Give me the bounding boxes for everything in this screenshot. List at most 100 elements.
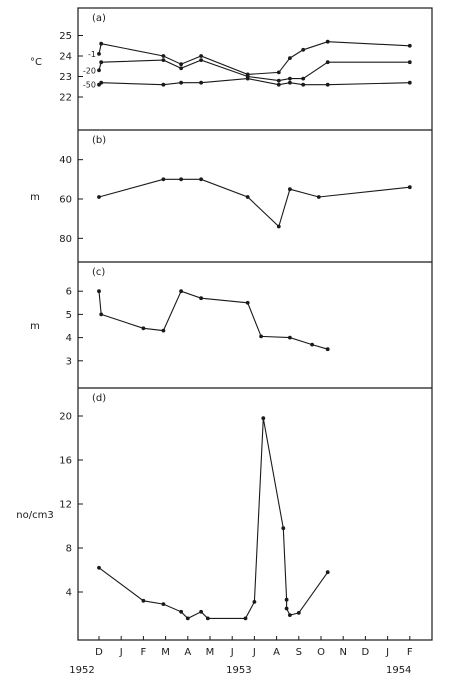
- data-point: [179, 609, 184, 614]
- data-point: [99, 60, 104, 65]
- data-point: [284, 597, 289, 602]
- panel-frames: [77, 7, 433, 641]
- data-point: [179, 80, 184, 85]
- data-point: [199, 296, 204, 301]
- x-tick-label: A: [273, 647, 280, 658]
- data-point: [199, 609, 204, 614]
- data-point: [288, 80, 292, 85]
- y-axis-label: °C: [30, 57, 42, 68]
- x-tick-label: O: [317, 647, 325, 658]
- x-tick-label: J: [385, 647, 389, 658]
- outer-frame: [77, 7, 433, 641]
- data-point: [97, 68, 101, 73]
- data-point: [325, 82, 330, 87]
- data-point: [199, 80, 204, 85]
- series-label: -20: [83, 66, 96, 75]
- y-tick-label: 20: [59, 412, 72, 423]
- y-tick-label: 4: [66, 588, 72, 599]
- x-year-label: 1953: [226, 665, 251, 676]
- y-tick-label: 22: [59, 93, 72, 104]
- data-point: [199, 177, 204, 182]
- y-axis-label: no/cm3: [16, 510, 53, 521]
- panel-label: (a): [92, 13, 106, 24]
- data-point: [261, 416, 266, 421]
- y-tick-label: 3: [66, 356, 72, 367]
- x-tick-label: J: [119, 647, 123, 658]
- data-point: [325, 347, 330, 352]
- series-line: [98, 290, 328, 350]
- y-tick-label: 6: [66, 287, 72, 298]
- data-point: [179, 66, 184, 71]
- data-point: [288, 613, 292, 617]
- x-tick-label: D: [362, 647, 370, 658]
- series-label: -1: [88, 50, 96, 59]
- data-point: [179, 177, 184, 182]
- series-line: [98, 41, 410, 75]
- series-line: [98, 418, 329, 620]
- data-point: [325, 60, 330, 65]
- data-point: [179, 62, 184, 67]
- data-point: [161, 177, 166, 182]
- data-point: [97, 565, 101, 570]
- data-point: [301, 82, 306, 87]
- data-point: [407, 80, 412, 85]
- data-point: [243, 616, 248, 621]
- data-point: [407, 185, 412, 190]
- data-point: [97, 52, 101, 56]
- data-point: [288, 187, 292, 192]
- data-point: [276, 78, 281, 83]
- x-tick-label: F: [407, 647, 413, 658]
- y-axis-label: m: [30, 321, 40, 332]
- x-tick-label: J: [252, 647, 256, 658]
- y-tick-label: 60: [59, 195, 72, 206]
- panel-label: (c): [92, 267, 105, 278]
- data-point: [199, 58, 204, 62]
- y-tick-label: 80: [59, 234, 72, 245]
- x-tick-label: M: [161, 647, 170, 658]
- data-point: [276, 82, 281, 87]
- data-point: [161, 58, 166, 62]
- data-point: [161, 54, 166, 58]
- panel-label: (d): [92, 393, 106, 404]
- data-point: [245, 195, 250, 199]
- y-tick-label: 25: [59, 31, 72, 42]
- series-line: [98, 78, 410, 86]
- series-layer: [97, 39, 412, 621]
- data-point: [296, 611, 301, 615]
- x-tick-label: A: [184, 647, 191, 658]
- data-point: [99, 80, 104, 85]
- y-tick-label: 5: [66, 310, 72, 321]
- x-tick-label: F: [141, 647, 147, 658]
- x-tick-label: M: [206, 647, 215, 658]
- data-point: [316, 195, 321, 199]
- data-point: [325, 39, 330, 44]
- data-point: [407, 43, 412, 48]
- data-point: [141, 598, 146, 603]
- data-point: [97, 195, 101, 199]
- data-point: [281, 526, 286, 531]
- data-point: [185, 616, 190, 621]
- data-point: [276, 224, 281, 229]
- data-point: [284, 606, 289, 611]
- data-point: [179, 289, 184, 294]
- data-point: [161, 602, 166, 606]
- data-point: [199, 54, 204, 58]
- data-point: [99, 41, 104, 46]
- data-point: [252, 600, 257, 604]
- data-point: [161, 328, 166, 333]
- data-point: [141, 326, 146, 331]
- x-year-label: 1954: [386, 665, 411, 676]
- y-tick-label: 16: [59, 456, 72, 467]
- data-point: [97, 289, 101, 294]
- panel-label: (b): [92, 135, 106, 146]
- y-tick-label: 4: [66, 333, 72, 344]
- y-tick-label: 12: [59, 500, 72, 511]
- series-line: [98, 178, 410, 228]
- data-point: [288, 76, 292, 81]
- y-axis-label: m: [30, 192, 40, 203]
- y-tick-label: 40: [59, 155, 72, 166]
- data-point: [205, 616, 210, 621]
- data-point: [288, 335, 292, 340]
- series-label: -50: [83, 81, 96, 90]
